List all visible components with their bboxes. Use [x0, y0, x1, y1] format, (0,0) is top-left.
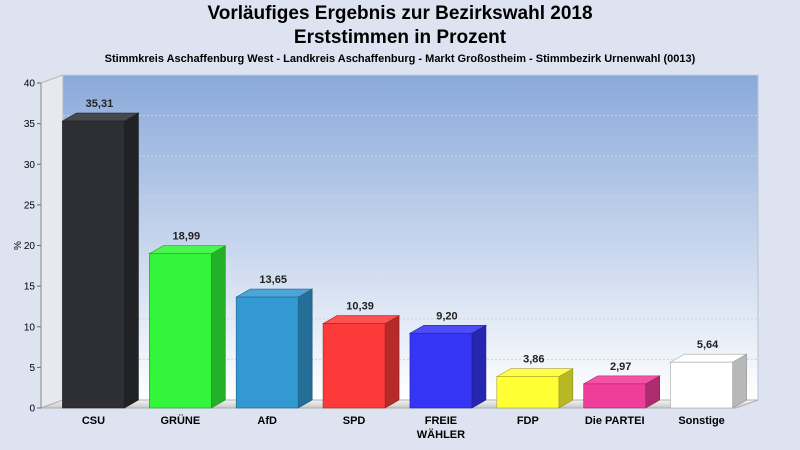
bar-side [211, 245, 226, 409]
chart-title: Vorläufiges Ergebnis zur Bezirkswahl 201… [207, 3, 593, 24]
bar-afd [235, 288, 314, 409]
bar-csu [61, 112, 140, 409]
bar-front [583, 383, 646, 409]
category-label-line: Sonstige [678, 415, 724, 427]
bar-side [124, 112, 139, 409]
y-tick-label-5: 5 [29, 363, 35, 374]
bar-front [496, 376, 560, 409]
category-label-line: GRÜNE [160, 414, 200, 427]
category-label-line: FREIE [425, 415, 457, 427]
bar-top [495, 368, 574, 377]
value-label: 13,65 [259, 274, 287, 286]
bar-spd [321, 315, 401, 409]
value-label: 3,86 [523, 354, 544, 366]
bars [61, 112, 748, 409]
value-label: 2,97 [610, 361, 631, 373]
plot-side-wall [40, 74, 64, 409]
category-label-line: SPD [343, 415, 366, 427]
bar-grüne [148, 245, 227, 409]
category-label: AfD [257, 415, 277, 427]
bar-top [321, 315, 401, 324]
chart-subtitle: Stimmkreis Aschaffenburg West - Landkrei… [104, 53, 696, 65]
bar-die-partei [582, 375, 661, 409]
category-label: FDP [517, 415, 539, 427]
bar-top [582, 375, 661, 385]
category-label: Die PARTEI [585, 415, 645, 427]
y-tick-label-20: 20 [24, 241, 36, 252]
category-label-line: WÄHLER [417, 428, 465, 441]
y-tick-label-30: 30 [24, 160, 36, 171]
y-tick-label-0: 0 [29, 404, 35, 415]
bar-top [235, 288, 314, 298]
value-label: 9,20 [436, 310, 457, 322]
y-axis: 0 5 10 15 20 25 30 35 40% [13, 79, 42, 415]
bar-fdp [495, 368, 574, 409]
category-label-line: AfD [257, 415, 277, 427]
bar-top [61, 112, 140, 122]
bar-top [408, 324, 488, 334]
y-tick-label-10: 10 [24, 322, 36, 333]
y-tick-label-25: 25 [24, 200, 36, 211]
category-label: SPD [343, 415, 366, 427]
bar-side [732, 353, 747, 409]
bar-top [669, 353, 748, 363]
y-tick-label-35: 35 [24, 119, 36, 130]
bar-side [471, 324, 487, 409]
category-label: GRÜNE [160, 414, 200, 427]
bar-top [148, 245, 227, 255]
y-tick-label-40: 40 [24, 79, 36, 90]
value-label: 5,64 [697, 339, 719, 351]
y-tick-label-15: 15 [24, 282, 36, 293]
value-label: 35,31 [86, 98, 114, 110]
labels: 35,31 CSU 18,99 GRÜNE 13,65 AfD 10,39 SPD 9,20 FR… [82, 98, 725, 441]
bar-front [149, 253, 212, 409]
bar-front [235, 296, 299, 409]
y-axis-title: % [13, 241, 24, 250]
value-label: 18,99 [173, 231, 201, 243]
bar-freie-wähler [408, 324, 488, 409]
category-label-line: CSU [82, 415, 105, 427]
bar-front [409, 332, 473, 409]
bar-front [62, 120, 125, 409]
plot-background [40, 74, 759, 409]
category-label-line: Die PARTEI [585, 415, 645, 427]
bar-sonstige [669, 353, 748, 409]
chart-title-line2: Erststimmen in Prozent [293, 27, 507, 48]
category-label: FREIE WÄHLER [417, 415, 465, 441]
category-label: CSU [82, 415, 105, 427]
bar-side [384, 315, 400, 409]
value-label: 10,39 [346, 301, 374, 313]
bar-front [670, 361, 733, 409]
bar-front [322, 323, 386, 409]
category-label: Sonstige [678, 415, 724, 427]
bar-side [297, 288, 313, 409]
category-label-line: FDP [517, 415, 539, 427]
